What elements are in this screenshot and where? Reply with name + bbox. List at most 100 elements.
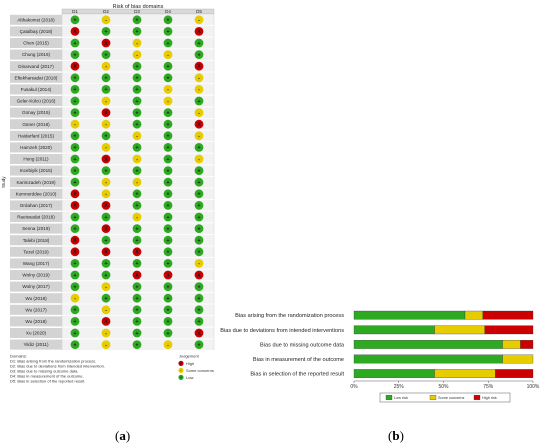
rating-symbol: X — [104, 157, 108, 163]
rating-circle-low — [163, 166, 173, 176]
rating-circle-low — [194, 340, 204, 349]
rating-circle-low — [101, 73, 111, 83]
rating-symbol: + — [166, 29, 169, 35]
rating-symbol: + — [104, 76, 107, 82]
rating-circle-low — [132, 259, 142, 268]
bar-segment-low-risk — [353, 340, 503, 349]
panel-label-a-text: a — [119, 428, 126, 443]
rating-symbol: + — [73, 331, 76, 337]
rating-symbol: + — [135, 331, 138, 337]
rating-circle-low — [132, 166, 142, 176]
rating-circle-low — [101, 131, 111, 141]
study-name-cell — [10, 26, 62, 37]
rating-symbol: + — [166, 226, 169, 232]
study-name-cell — [10, 96, 62, 106]
rating-symbol: + — [73, 41, 76, 47]
study-name-cell — [10, 235, 62, 246]
rating-symbol: + — [166, 41, 169, 47]
rating-symbol: + — [135, 261, 138, 267]
bar-segment-some-concerns — [502, 354, 534, 364]
study-name: Incebiyik (2015) — [20, 168, 53, 173]
study-name: Çatalbaş (2018) — [20, 29, 53, 34]
rating-circle-low — [132, 96, 142, 106]
rating-symbol: + — [135, 342, 138, 348]
study-name-cell — [10, 270, 62, 280]
study-name-cell — [10, 316, 62, 327]
bar-segment-some-concerns — [502, 340, 521, 349]
rating-circle-low — [132, 61, 142, 71]
rating-circle-high — [101, 317, 111, 326]
rating-circle-low — [101, 27, 111, 36]
rating-symbol: X — [73, 29, 77, 35]
rating-symbol: + — [166, 308, 169, 314]
rating-symbol: + — [166, 64, 169, 70]
rating-symbol: X — [197, 29, 201, 35]
domain-header-d1: D1 — [72, 9, 78, 14]
rating-symbol: - — [198, 261, 200, 267]
legend-title: Judgement — [179, 353, 200, 358]
rating-circle-some-concerns — [101, 189, 111, 199]
x-tick-label: 100% — [527, 384, 540, 390]
domain-header-d2: D2 — [103, 9, 109, 14]
rating-symbol: + — [104, 273, 107, 279]
study-name: Ordahan (2017) — [20, 203, 53, 208]
rating-symbol: - — [198, 134, 200, 140]
bar-legend-swatch-low-risk — [385, 395, 393, 400]
rating-symbol: + — [197, 41, 200, 47]
rating-circle-some-concerns — [194, 131, 204, 141]
rating-symbol: + — [166, 145, 169, 151]
rating-symbol: + — [166, 331, 169, 337]
study-name-cell — [10, 258, 62, 269]
rating-circle-low — [194, 305, 204, 315]
rating-symbol: + — [104, 29, 107, 35]
rating-symbol: + — [135, 18, 138, 24]
bar-legend-label: Some concerns — [438, 396, 464, 400]
study-name: Güner (2018) — [22, 122, 50, 127]
rating-circle-low — [194, 224, 204, 234]
rating-symbol: + — [73, 284, 76, 290]
legend-symbol: + — [180, 376, 182, 380]
x-tick-label: 0% — [350, 384, 358, 390]
study-name-cell — [10, 328, 62, 338]
rating-symbol: + — [166, 319, 169, 325]
rating-symbol: X — [135, 250, 139, 256]
rating-symbol: + — [73, 308, 76, 314]
rating-circle-low — [132, 201, 142, 210]
rating-symbol: X — [73, 64, 77, 70]
study-name: Althakomst (2018) — [17, 17, 55, 22]
rating-circle-high — [194, 270, 204, 280]
study-name-cell — [10, 107, 62, 118]
rating-symbol: + — [73, 261, 76, 267]
rating-circle-some-concerns — [101, 143, 111, 152]
rating-circle-some-concerns — [132, 177, 142, 187]
study-name: Wu (2018) — [25, 296, 47, 301]
rating-circle-high — [163, 270, 173, 280]
rating-circle-low — [132, 119, 142, 129]
rating-symbol: - — [136, 41, 138, 47]
rating-symbol: + — [166, 122, 169, 128]
rating-symbol: X — [197, 122, 201, 128]
rating-circle-low — [194, 189, 204, 199]
bar-legend-label: Low risk — [394, 396, 408, 400]
rating-symbol: - — [198, 157, 200, 163]
rating-circle-low — [70, 317, 80, 326]
rating-circle-low — [163, 317, 173, 326]
rating-symbol: + — [197, 180, 200, 186]
rating-symbol: X — [73, 238, 77, 244]
rating-symbol: + — [104, 52, 107, 58]
rating-circle-low — [70, 270, 80, 280]
rating-circle-low — [163, 282, 173, 291]
rating-circle-low — [163, 201, 173, 210]
rating-circle-high — [101, 224, 111, 234]
bar-category-label: Bias in selection of the reported result — [250, 372, 344, 378]
y-axis-label: Study — [1, 176, 6, 188]
bar-segment-high-risk — [482, 310, 534, 320]
rating-circle-low — [163, 305, 173, 315]
rating-circle-high — [194, 119, 204, 129]
rating-symbol: + — [135, 29, 138, 35]
rating-circle-some-concerns — [101, 119, 111, 129]
rating-circle-low — [132, 73, 142, 83]
rating-circle-some-concerns — [101, 328, 111, 338]
rating-circle-low — [163, 73, 173, 83]
rating-symbol: + — [104, 238, 107, 244]
